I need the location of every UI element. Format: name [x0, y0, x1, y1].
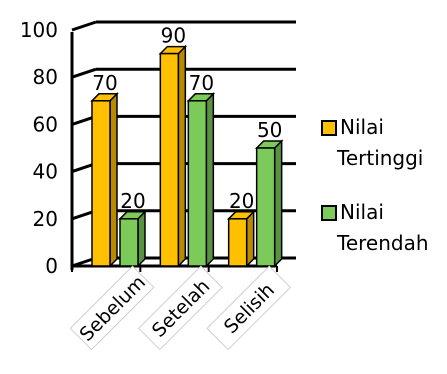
y-tick-label-60: 60: [33, 112, 58, 136]
category-box-setelah: [137, 265, 223, 351]
bar-sebelum-terendah-side: [137, 209, 146, 268]
data-label-sebelum-1: 20: [120, 189, 145, 213]
bar-selisih-tertinggi-side: [245, 209, 255, 268]
y-tick-label-20: 20: [33, 207, 58, 231]
bar-sebelum-tertinggi: [91, 100, 111, 267]
bar-selisih-tertinggi: [227, 218, 248, 267]
y-axis-ticks: 0 20 40 60 80 100: [20, 18, 58, 278]
bar-setelah-terendah: [187, 100, 208, 267]
category-sebelum: Sebelum: [69, 265, 155, 351]
bar-setelah-tertinggi: [159, 52, 180, 267]
category-label-sebelum: Sebelum: [76, 271, 150, 345]
category-box-selisih: [206, 265, 292, 351]
y-tick-label-0: 0: [45, 254, 58, 278]
legend-label-0-line-0: Nilai: [340, 115, 384, 139]
legend-swatch-1: [321, 205, 337, 221]
y-tick-label-80: 80: [33, 65, 58, 89]
bar-selisih-terendah-side: [273, 139, 283, 268]
legend-label-0-line-1: Tertinggi: [336, 146, 423, 170]
legend-label-1-line-1: Terendah: [336, 231, 429, 255]
data-label-sebelum-0: 70: [92, 71, 117, 95]
legend-label-1-line-0: Nilai: [340, 200, 384, 224]
legend-label-0: Nilai Tertinggi: [336, 115, 423, 170]
data-label-setelah-1: 70: [189, 71, 214, 95]
bar-sebelum-terendah: [119, 218, 139, 267]
bar-setelah-terendah-side: [205, 91, 215, 268]
gridline-side-80: [71, 67, 97, 79]
legend: Nilai Tertinggi Nilai Terendah: [321, 115, 429, 255]
category-setelah: Setelah: [137, 265, 223, 351]
y-tick-label-100: 100: [20, 18, 58, 42]
category-selisih: Selisih: [206, 265, 292, 351]
data-label-selisih-1: 50: [257, 118, 282, 142]
category-box-sebelum: [69, 265, 155, 351]
bar-setelah-tertinggi-side: [177, 44, 187, 268]
data-label-selisih-0: 20: [229, 189, 254, 213]
legend-swatch-0: [321, 120, 337, 136]
bars: [90, 44, 284, 268]
data-label-setelah-0: 90: [161, 24, 186, 48]
y-tick-label-40: 40: [33, 160, 58, 184]
gridline-side-100: [71, 20, 97, 32]
bar-selisih-terendah: [255, 147, 276, 267]
legend-label-1: Nilai Terendah: [336, 200, 429, 255]
bar-sebelum-tertinggi-side: [109, 91, 118, 268]
